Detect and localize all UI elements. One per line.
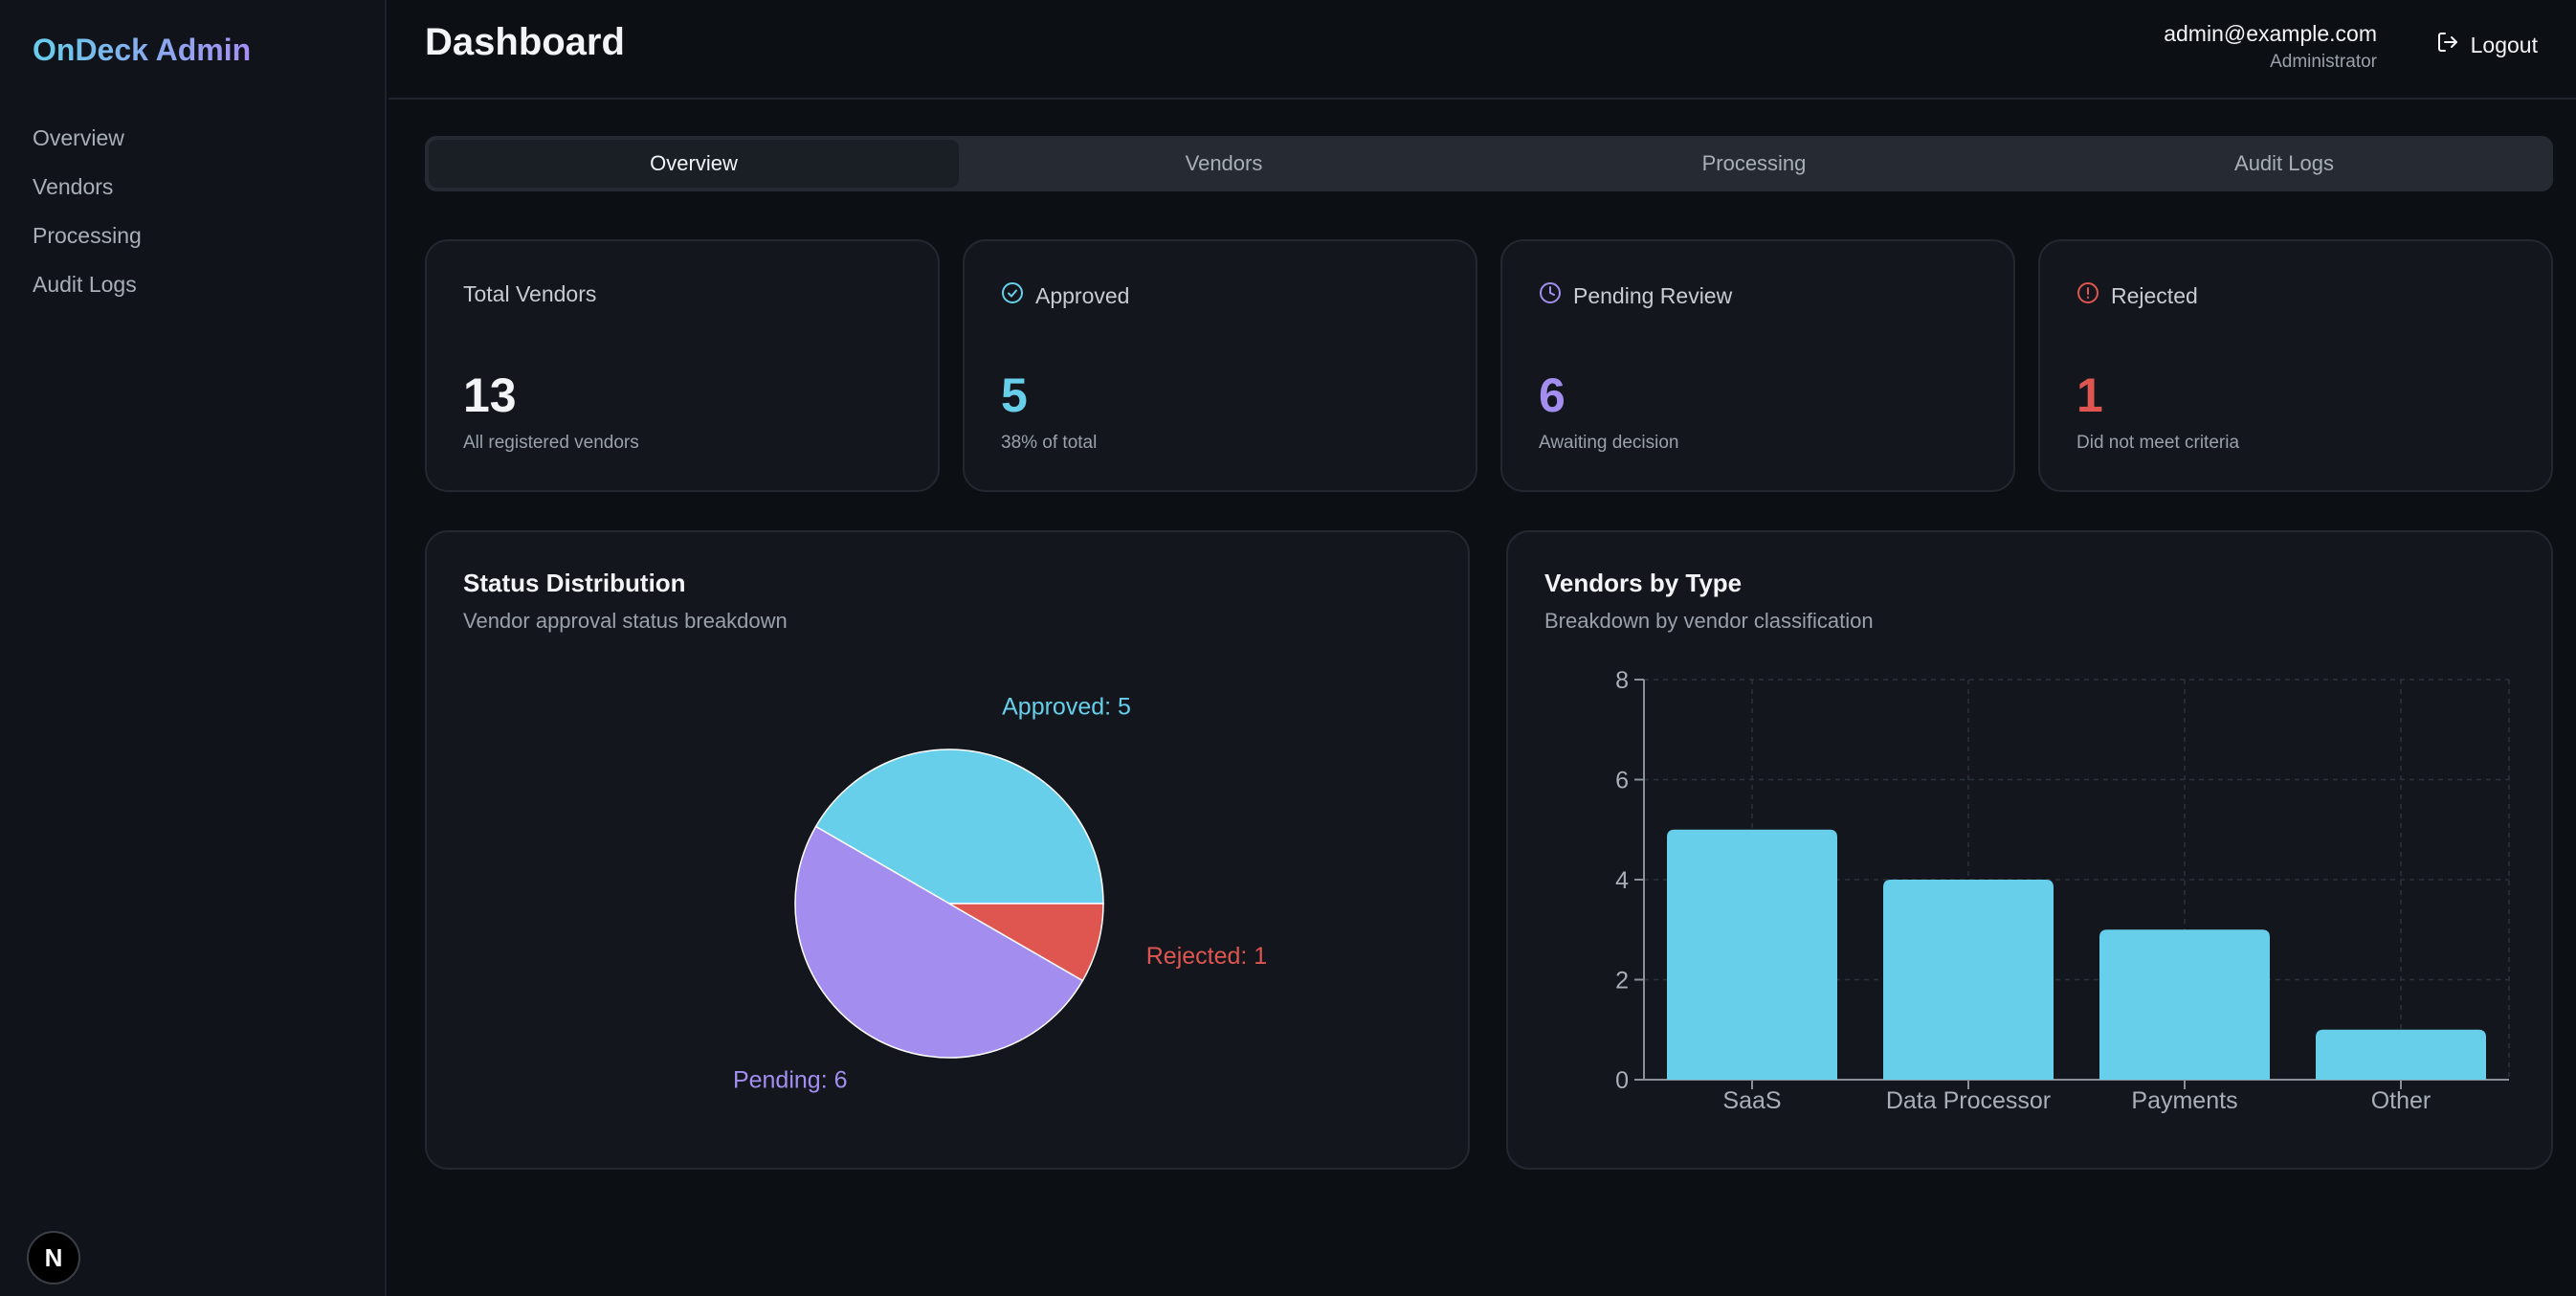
y-tick-label: 2 <box>1615 968 1629 994</box>
chart-subtitle: Breakdown by vendor classification <box>1544 609 1874 633</box>
brand-logo[interactable]: OnDeck Admin <box>33 33 252 67</box>
clock-icon <box>1539 281 1562 310</box>
stat-label: Rejected <box>2111 282 2198 308</box>
pie-slice-pending[interactable] <box>794 825 1084 1059</box>
user-email: admin@example.com <box>2164 21 2377 46</box>
stat-subtext: All registered vendors <box>463 433 639 453</box>
chart-title: Status Distribution <box>463 569 686 597</box>
stat-header: Approved <box>1001 281 1129 310</box>
stat-card-pending: Pending Review 6 Awaiting decision <box>1500 239 2015 492</box>
y-tick-label: 6 <box>1615 768 1629 794</box>
stat-value: 1 <box>2076 369 2103 422</box>
x-tick-label: Payments <box>2131 1087 2237 1114</box>
pie-label-approved: Approved: 5 <box>1002 693 1131 720</box>
pie-label-rejected: Rejected: 1 <box>1146 943 1267 970</box>
tab-audit-logs[interactable]: Audit Logs <box>2234 151 2334 175</box>
stat-label: Pending Review <box>1573 282 1733 308</box>
sidebar-nav: Overview Vendors Processing Audit Logs <box>33 121 142 316</box>
stat-card-rejected: Rejected 1 Did not meet criteria <box>2038 239 2553 492</box>
bar-other[interactable] <box>2316 1029 2486 1080</box>
pie-slice-approved[interactable] <box>814 749 1104 905</box>
y-tick-label: 8 <box>1615 667 1629 694</box>
logout-icon <box>2436 31 2459 59</box>
tab-vendors[interactable]: Vendors <box>1185 151 1263 175</box>
sidebar-item-vendors[interactable]: Vendors <box>33 174 114 199</box>
stat-value: 5 <box>1001 369 1028 422</box>
alert-circle-icon <box>2076 281 2099 310</box>
tab-bar: Overview Vendors Processing Audit Logs <box>425 136 2553 191</box>
dev-tools-badge[interactable]: N <box>27 1231 80 1285</box>
stat-subtext: Awaiting decision <box>1539 433 1679 453</box>
sidebar-item-processing[interactable]: Processing <box>33 223 142 248</box>
user-role: Administrator <box>2270 52 2377 72</box>
stat-value: 13 <box>463 369 517 422</box>
x-tick-label: SaaS <box>1722 1087 1781 1114</box>
badge-letter: N <box>44 1242 63 1272</box>
chart-title: Vendors by Type <box>1544 569 1743 597</box>
stat-header: Total Vendors <box>463 281 596 307</box>
vendors-by-type-card: Vendors by Type Breakdown by vendor clas… <box>1506 530 2553 1170</box>
x-tick-label: Data Processor <box>1886 1087 2051 1114</box>
stat-value: 6 <box>1539 369 1566 422</box>
pie-slice-rejected[interactable] <box>946 903 1104 982</box>
y-tick-label: 4 <box>1615 867 1629 894</box>
bar-data-processor[interactable] <box>1883 880 2054 1080</box>
stat-subtext: Did not meet criteria <box>2076 433 2240 453</box>
check-circle-icon <box>1001 281 1024 310</box>
y-tick-label: 0 <box>1615 1067 1629 1094</box>
x-tick-label: Other <box>2371 1087 2432 1114</box>
header: Dashboard admin@example.com Administrato… <box>389 0 2576 100</box>
sidebar-item-overview[interactable]: Overview <box>33 125 124 150</box>
tab-overview[interactable]: Overview <box>429 140 959 188</box>
stat-header: Pending Review <box>1539 281 1732 310</box>
bar-saas[interactable] <box>1667 829 1837 1080</box>
logout-button[interactable]: Logout <box>2436 31 2538 59</box>
status-pie-chart: Approved: 5 Pending: 6 Rejected: 1 <box>733 693 1267 1093</box>
sidebar-item-audit-logs[interactable]: Audit Logs <box>33 272 137 297</box>
logout-label: Logout <box>2470 32 2538 57</box>
vendor-type-bar-chart: 0 2 4 6 8 SaaS Data Processor Payments Other <box>1615 667 2510 1114</box>
stat-label: Total Vendors <box>463 281 597 306</box>
sidebar: OnDeck Admin Overview Vendors Processing… <box>0 0 387 1296</box>
bar-payments[interactable] <box>2099 929 2270 1080</box>
stat-label: Approved <box>1035 282 1130 308</box>
stat-subtext: 38% of total <box>1001 433 1098 453</box>
status-distribution-card: Status Distribution Vendor approval stat… <box>425 530 1470 1170</box>
tab-processing[interactable]: Processing <box>1701 151 1807 175</box>
pie-label-pending: Pending: 6 <box>733 1066 848 1093</box>
page-title: Dashboard <box>425 21 625 63</box>
stat-header: Rejected <box>2076 281 2198 310</box>
stat-card-approved: Approved 5 38% of total <box>963 239 1477 492</box>
stat-card-total: Total Vendors 13 All registered vendors <box>425 239 940 492</box>
chart-subtitle: Vendor approval status breakdown <box>463 609 788 633</box>
